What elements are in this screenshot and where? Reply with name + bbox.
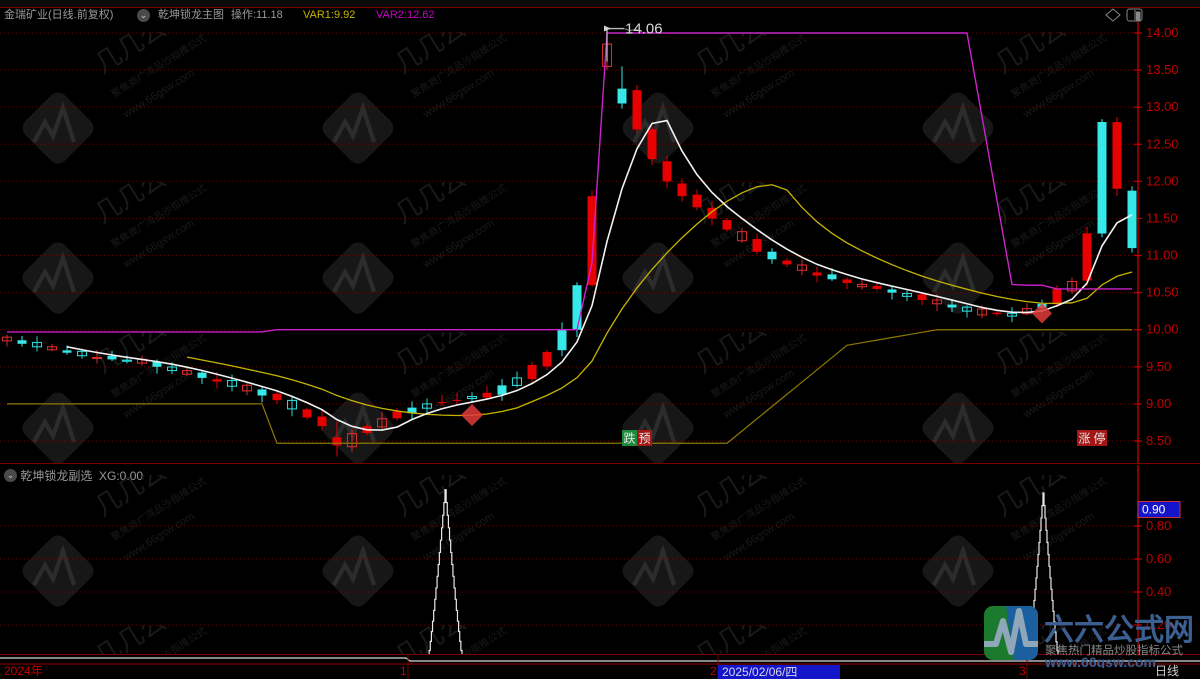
svg-text:13.00: 13.00 (1146, 99, 1179, 114)
svg-text:2025/02/06/四: 2025/02/06/四 (722, 665, 797, 679)
svg-text:8.50: 8.50 (1146, 433, 1171, 448)
svg-text:11.50: 11.50 (1146, 210, 1178, 225)
svg-text:14.00: 14.00 (1146, 25, 1179, 40)
svg-text:www.66gsw.com: www.66gsw.com (1044, 654, 1156, 668)
svg-text:9.50: 9.50 (1146, 359, 1171, 374)
svg-text:12.00: 12.00 (1146, 173, 1179, 188)
svg-text:11.00: 11.00 (1146, 248, 1178, 263)
svg-text:0.90: 0.90 (1142, 503, 1166, 517)
svg-text:10.50: 10.50 (1146, 285, 1179, 300)
svg-text:14.06: 14.06 (625, 22, 663, 38)
svg-text:2024年: 2024年 (4, 664, 43, 678)
svg-text:0.40: 0.40 (1146, 584, 1171, 599)
svg-text:停: 停 (1093, 431, 1105, 446)
svg-text:0.60: 0.60 (1146, 551, 1171, 566)
svg-text:1: 1 (400, 664, 407, 678)
svg-text:13.50: 13.50 (1146, 62, 1179, 77)
svg-text:六六公式网: 六六公式网 (1044, 614, 1194, 647)
svg-text:2: 2 (710, 664, 717, 678)
svg-text:10.00: 10.00 (1146, 322, 1179, 337)
svg-text:9.00: 9.00 (1146, 396, 1171, 411)
svg-text:预: 预 (638, 432, 650, 446)
svg-text:跌: 跌 (623, 431, 635, 446)
svg-text:涨: 涨 (1078, 431, 1090, 446)
svg-text:0.80: 0.80 (1146, 518, 1171, 533)
svg-text:12.50: 12.50 (1146, 136, 1179, 151)
